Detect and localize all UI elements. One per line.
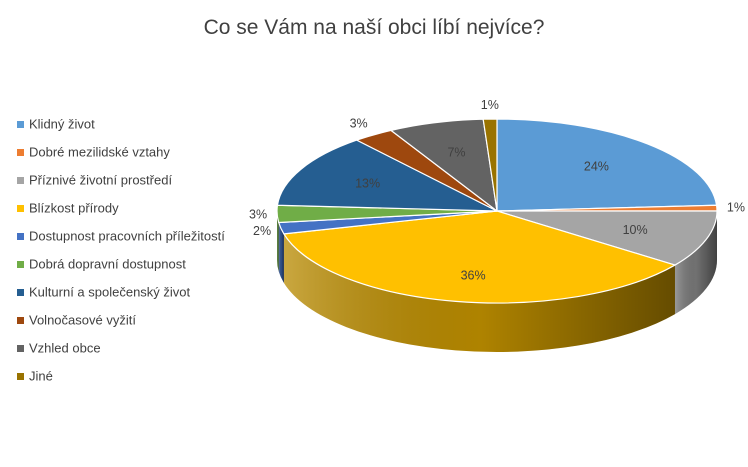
- legend-label: Volnočasové vyžití: [29, 313, 136, 328]
- legend-label: Blízkost přírody: [29, 201, 119, 216]
- legend-item-dobre-mezilidske-vztahy: Dobré mezilidské vztahy: [17, 145, 170, 160]
- legend-swatch: [17, 149, 24, 156]
- data-label-jine: 1%: [481, 98, 499, 112]
- data-label-kulturni-a-spolecensky-zivot: 13%: [355, 176, 380, 190]
- legend-swatch: [17, 289, 24, 296]
- data-label-dostupnost-pracovnich-prilezitosti: 2%: [253, 224, 271, 238]
- data-label-priznive-zivotni-prostredi: 10%: [623, 223, 648, 237]
- legend-swatch: [17, 121, 24, 128]
- slice-side-shading: [277, 211, 279, 272]
- legend-label: Dobrá dopravní dostupnost: [29, 257, 186, 272]
- legend: Klidný život Dobré mezilidské vztahy Přízn…: [17, 117, 225, 384]
- data-label-dobre-mezilidske-vztahy: 1%: [727, 201, 745, 215]
- data-label-klidny-zivot: 24%: [584, 160, 609, 174]
- legend-swatch: [17, 233, 24, 240]
- data-label-vzhled-obce: 7%: [447, 146, 465, 160]
- slice-blizkost-prirody: [283, 210, 676, 304]
- legend-item-klidny-zivot: Klidný život: [17, 117, 95, 132]
- pie-sides: [277, 211, 717, 352]
- slice-jine: [482, 118, 498, 212]
- legend-item-volnocasove-vyziti: Volnočasové vyžití: [17, 313, 136, 328]
- legend-label: Příznivé životní prostředí: [29, 173, 172, 188]
- legend-swatch: [17, 373, 24, 380]
- data-label-blizkost-prirody: 36%: [461, 268, 486, 282]
- legend-swatch: [17, 177, 24, 184]
- legend-item-dobra-dopravni-dostupnost: Dobrá dopravní dostupnost: [17, 257, 186, 272]
- legend-label: Kulturní a společenský život: [29, 285, 191, 300]
- legend-item-dostupnost-pracovnich-prilezitosti: Dostupnost pracovních příležitostí: [17, 229, 225, 244]
- slice-side-shading: [674, 211, 717, 315]
- legend-item-blizkost-prirody: Blízkost přírody: [17, 201, 119, 216]
- legend-swatch: [17, 261, 24, 268]
- data-label-volnocasove-vyziti: 3%: [350, 116, 368, 130]
- legend-label: Vzhled obce: [29, 341, 101, 356]
- legend-label: Dostupnost pracovních příležitostí: [29, 229, 225, 244]
- legend-swatch: [17, 205, 24, 212]
- legend-label: Klidný život: [29, 117, 95, 132]
- slice-side-shading: [278, 222, 284, 283]
- slice-klidny-zivot: [496, 118, 718, 212]
- legend-item-jine: Jiné: [17, 369, 53, 384]
- pie-slices: [276, 118, 718, 304]
- data-label-dobra-dopravni-dostupnost: 3%: [249, 207, 267, 221]
- legend-label: Jiné: [29, 369, 53, 384]
- slice-side-shading: [283, 233, 675, 352]
- legend-item-priznive-zivotni-prostredi: Příznivé životní prostředí: [17, 173, 172, 188]
- legend-swatch: [17, 345, 24, 352]
- chart-title: Co se Vám na naší obci líbí nejvíce?: [204, 16, 545, 39]
- data-labels: 24% 1% 10% 36% 2% 3% 13% 3% 7% 1%: [249, 98, 745, 282]
- slice-kulturni-a-spolecensky-zivot: [276, 139, 498, 212]
- legend-label: Dobré mezilidské vztahy: [29, 145, 170, 160]
- legend-item-vzhled-obce: Vzhled obce: [17, 341, 101, 356]
- legend-swatch: [17, 317, 24, 324]
- legend-item-kulturni-a-spolecensky-zivot: Kulturní a společenský život: [17, 285, 191, 300]
- slice-priznive-zivotni-prostredi: [496, 210, 718, 266]
